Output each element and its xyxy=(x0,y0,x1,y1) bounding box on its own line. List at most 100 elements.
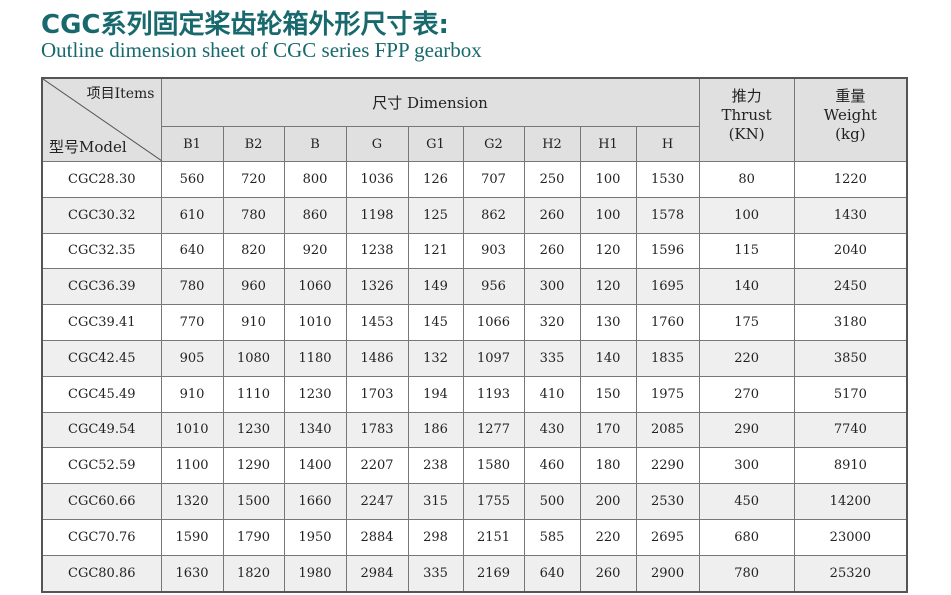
value-cell: 1277 xyxy=(462,411,525,449)
value-cell: 585 xyxy=(523,518,581,556)
value-cell: 14200 xyxy=(793,483,908,520)
value-cell: 120 xyxy=(579,232,637,270)
value-cell: 2207 xyxy=(345,447,409,485)
corner-header: 项目Items 型号Model xyxy=(41,77,162,162)
value-cell: 500 xyxy=(523,483,581,520)
value-cell: 1580 xyxy=(462,447,525,485)
value-cell: 320 xyxy=(523,304,581,341)
thrust-header: 推力 Thrust (KN) xyxy=(698,77,795,162)
value-cell: 1835 xyxy=(635,339,700,377)
column-header-g: G xyxy=(345,126,409,162)
value-cell: 140 xyxy=(698,268,795,306)
value-cell: 956 xyxy=(462,268,525,306)
table-row: CGC32.35 640 820 920 1238 121 903 260 120 1596 115… xyxy=(41,232,908,270)
value-cell: 2450 xyxy=(793,268,908,306)
model-cell: CGC80.86 xyxy=(41,554,162,593)
value-cell: 1660 xyxy=(283,483,347,520)
weight-cn: 重量 xyxy=(835,87,866,105)
value-cell: 145 xyxy=(407,304,464,341)
thrust-en: Thrust xyxy=(721,106,772,124)
value-cell: 1193 xyxy=(462,375,525,413)
value-cell: 2695 xyxy=(635,518,700,556)
value-cell: 800 xyxy=(283,161,347,198)
value-cell: 298 xyxy=(407,518,464,556)
value-cell: 23000 xyxy=(793,518,908,556)
value-cell: 1198 xyxy=(345,196,409,234)
value-cell: 260 xyxy=(579,554,637,593)
value-cell: 1975 xyxy=(635,375,700,413)
value-cell: 290 xyxy=(698,411,795,449)
column-header-b1: B1 xyxy=(160,126,224,162)
value-cell: 640 xyxy=(160,232,224,270)
value-cell: 220 xyxy=(698,339,795,377)
value-cell: 1703 xyxy=(345,375,409,413)
value-cell: 25320 xyxy=(793,554,908,593)
value-cell: 903 xyxy=(462,232,525,270)
value-cell: 1320 xyxy=(160,483,224,520)
model-label: 型号Model xyxy=(49,138,127,156)
value-cell: 5170 xyxy=(793,375,908,413)
value-cell: 1340 xyxy=(283,411,347,449)
value-cell: 920 xyxy=(283,232,347,270)
value-cell: 1060 xyxy=(283,268,347,306)
dimension-header: 尺寸 Dimension xyxy=(160,77,700,127)
page-subtitle: Outline dimension sheet of CGC series FP… xyxy=(41,38,482,62)
table-row: CGC60.66 1320 1500 1660 2247 315 1755 500 200 253… xyxy=(41,483,908,520)
value-cell: 450 xyxy=(698,483,795,520)
table-row: CGC39.41 770 910 1010 1453 145 1066 320 130 1760 1… xyxy=(41,304,908,341)
value-cell: 7740 xyxy=(793,411,908,449)
value-cell: 780 xyxy=(222,196,285,234)
value-cell: 220 xyxy=(579,518,637,556)
value-cell: 460 xyxy=(523,447,581,485)
value-cell: 1290 xyxy=(222,447,285,485)
value-cell: 2085 xyxy=(635,411,700,449)
value-cell: 680 xyxy=(698,518,795,556)
value-cell: 175 xyxy=(698,304,795,341)
value-cell: 150 xyxy=(579,375,637,413)
model-cell: CGC28.30 xyxy=(41,161,162,198)
value-cell: 121 xyxy=(407,232,464,270)
table-row: CGC42.45 905 1080 1180 1486 132 1097 335 140 1835… xyxy=(41,339,908,377)
value-cell: 1097 xyxy=(462,339,525,377)
value-cell: 1578 xyxy=(635,196,700,234)
value-cell: 1080 xyxy=(222,339,285,377)
weight-header: 重量 Weight (kg) xyxy=(793,77,908,162)
value-cell: 1066 xyxy=(462,304,525,341)
value-cell: 640 xyxy=(523,554,581,593)
value-cell: 2984 xyxy=(345,554,409,593)
value-cell: 250 xyxy=(523,161,581,198)
value-cell: 1486 xyxy=(345,339,409,377)
diagonal-divider xyxy=(43,79,162,161)
table-row: CGC45.49 910 1110 1230 1703 194 1193 410 150 1975… xyxy=(41,375,908,413)
value-cell: 1180 xyxy=(283,339,347,377)
value-cell: 115 xyxy=(698,232,795,270)
value-cell: 1950 xyxy=(283,518,347,556)
column-header-b: B xyxy=(283,126,347,162)
value-cell: 910 xyxy=(160,375,224,413)
value-cell: 170 xyxy=(579,411,637,449)
value-cell: 1596 xyxy=(635,232,700,270)
value-cell: 862 xyxy=(462,196,525,234)
column-header-g1: G1 xyxy=(407,126,464,162)
value-cell: 610 xyxy=(160,196,224,234)
table-row: CGC36.39 780 960 1060 1326 149 956 300 120 1695 14… xyxy=(41,268,908,306)
value-cell: 3850 xyxy=(793,339,908,377)
model-cell: CGC42.45 xyxy=(41,339,162,377)
value-cell: 780 xyxy=(698,554,795,593)
thrust-unit: (KN) xyxy=(728,125,765,143)
value-cell: 1400 xyxy=(283,447,347,485)
value-cell: 2247 xyxy=(345,483,409,520)
model-cell: CGC45.49 xyxy=(41,375,162,413)
value-cell: 1230 xyxy=(283,375,347,413)
value-cell: 238 xyxy=(407,447,464,485)
weight-en: Weight xyxy=(823,106,877,124)
table-row: CGC52.59 1100 1290 1400 2207 238 1580 460 180 229… xyxy=(41,447,908,485)
value-cell: 132 xyxy=(407,339,464,377)
value-cell: 186 xyxy=(407,411,464,449)
value-cell: 1500 xyxy=(222,483,285,520)
value-cell: 2530 xyxy=(635,483,700,520)
value-cell: 8910 xyxy=(793,447,908,485)
value-cell: 80 xyxy=(698,161,795,198)
value-cell: 2040 xyxy=(793,232,908,270)
value-cell: 1010 xyxy=(160,411,224,449)
